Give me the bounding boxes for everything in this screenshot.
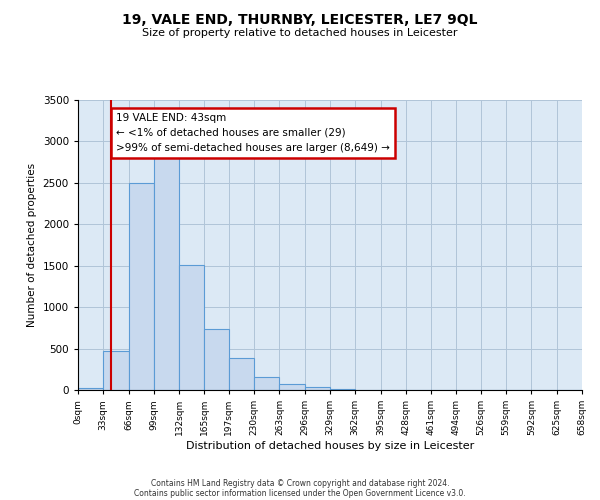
Bar xyxy=(78,388,103,390)
Bar xyxy=(128,183,154,390)
X-axis label: Distribution of detached houses by size in Leicester: Distribution of detached houses by size … xyxy=(186,441,474,451)
Bar xyxy=(229,358,254,390)
Text: Contains public sector information licensed under the Open Government Licence v3: Contains public sector information licen… xyxy=(134,488,466,498)
Bar xyxy=(305,386,330,390)
Bar xyxy=(254,377,280,390)
Y-axis label: Number of detached properties: Number of detached properties xyxy=(27,163,37,327)
Bar xyxy=(205,328,229,390)
Text: Size of property relative to detached houses in Leicester: Size of property relative to detached ho… xyxy=(142,28,458,38)
Text: 19 VALE END: 43sqm
← <1% of detached houses are smaller (29)
>99% of semi-detach: 19 VALE END: 43sqm ← <1% of detached hou… xyxy=(116,113,389,152)
Bar xyxy=(280,384,305,390)
Bar xyxy=(103,351,128,390)
Text: Contains HM Land Registry data © Crown copyright and database right 2024.: Contains HM Land Registry data © Crown c… xyxy=(151,478,449,488)
Bar xyxy=(330,389,355,390)
Text: 19, VALE END, THURNBY, LEICESTER, LE7 9QL: 19, VALE END, THURNBY, LEICESTER, LE7 9Q… xyxy=(122,12,478,26)
Bar xyxy=(179,265,205,390)
Bar xyxy=(154,156,179,390)
